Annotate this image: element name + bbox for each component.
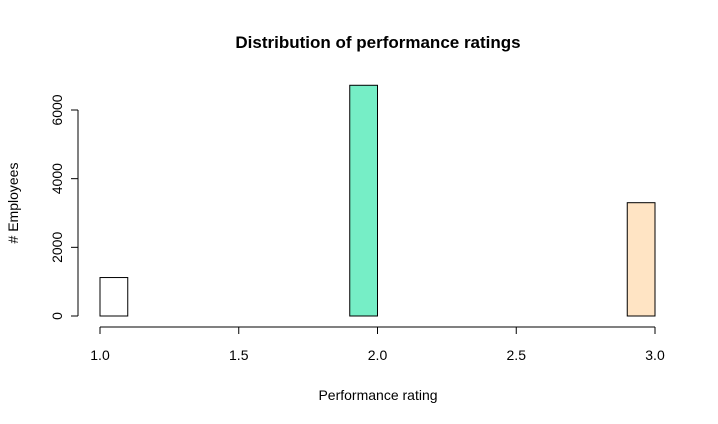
y-tick-label: 2000 — [49, 232, 65, 263]
histogram-bar-10 — [349, 84, 378, 317]
x-tick-label: 2.5 — [507, 347, 527, 363]
x-tick-label: 3.0 — [645, 347, 665, 363]
x-tick-label: 1.5 — [229, 347, 249, 363]
x-axis-label: Performance rating — [318, 387, 437, 403]
y-tick-label: 6000 — [49, 94, 65, 125]
x-tick-label: 2.0 — [368, 347, 388, 363]
histogram-bar-20 — [626, 202, 656, 317]
chart-title: Distribution of performance ratings — [235, 33, 520, 52]
histogram-bar-1 — [99, 277, 129, 317]
x-axis: 1.0 1.5 2.0 2.5 3.0 — [90, 326, 665, 363]
bars-group — [99, 84, 656, 317]
y-axis-label: # Employees — [5, 163, 21, 244]
y-tick-label: 0 — [49, 312, 65, 320]
x-tick-label: 1.0 — [90, 347, 110, 363]
y-axis: 0 2000 4000 6000 — [49, 94, 79, 320]
y-tick-label: 4000 — [49, 163, 65, 194]
